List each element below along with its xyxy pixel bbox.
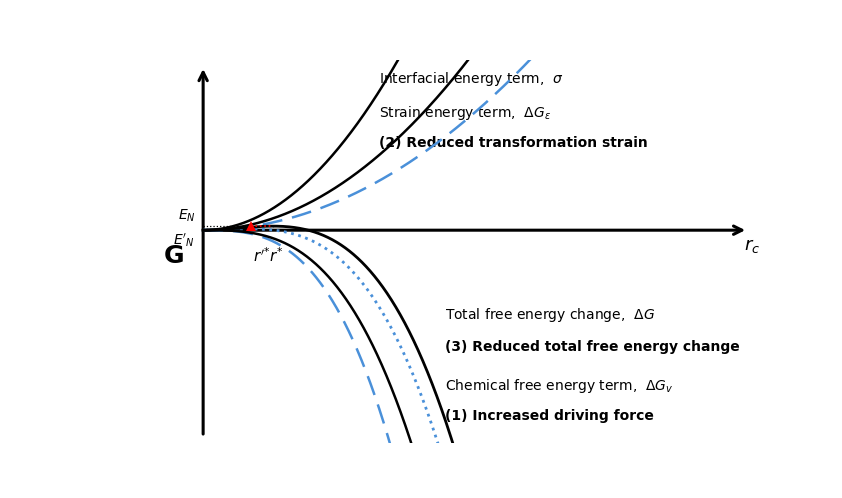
- Text: $r'^{*}r^{*}$: $r'^{*}r^{*}$: [253, 247, 284, 265]
- Text: Chemical free energy term,  $\Delta G_v$: Chemical free energy term, $\Delta G_v$: [445, 376, 673, 395]
- Text: (2) Reduced transformation strain: (2) Reduced transformation strain: [380, 136, 648, 150]
- Text: $\mathbf{G}$: $\mathbf{G}$: [163, 244, 184, 268]
- Text: (1) Increased driving force: (1) Increased driving force: [445, 408, 653, 422]
- Text: (3) Reduced total free energy change: (3) Reduced total free energy change: [445, 340, 739, 355]
- Text: Interfacial energy term,  $\sigma$: Interfacial energy term, $\sigma$: [380, 70, 564, 88]
- Text: $E'_N$: $E'_N$: [173, 231, 195, 249]
- Text: $E_N$: $E_N$: [178, 208, 195, 224]
- Text: $\mathbf{\mathit{r_c}}$: $\mathbf{\mathit{r_c}}$: [744, 238, 760, 255]
- Text: Strain energy term,  $\Delta G_\varepsilon$: Strain energy term, $\Delta G_\varepsilo…: [380, 104, 552, 122]
- Text: Total free energy change,  $\Delta G$: Total free energy change, $\Delta G$: [445, 306, 655, 324]
